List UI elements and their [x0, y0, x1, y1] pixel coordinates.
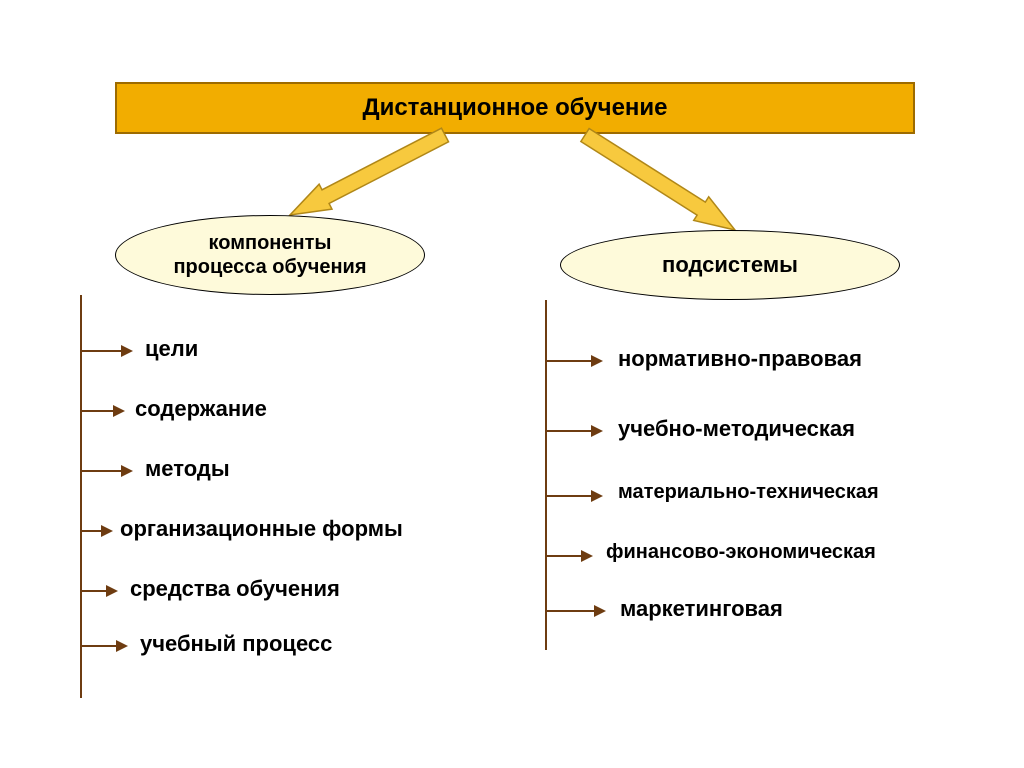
right-spine: [545, 300, 547, 650]
header-box: Дистанционное обучение: [115, 82, 915, 134]
header-label: Дистанционное обучение: [362, 94, 667, 122]
list-item: методы: [145, 456, 230, 482]
arrow-right: [581, 128, 735, 230]
list-arrow: [546, 610, 604, 612]
list-arrow: [546, 495, 601, 497]
list-arrow: [546, 360, 601, 362]
list-arrow: [546, 555, 591, 557]
list-arrow: [546, 430, 601, 432]
list-item: средства обучения: [130, 576, 340, 602]
ellipse-subsystems-label: подсистемы: [662, 252, 798, 278]
list-item: организационные формы: [120, 516, 403, 542]
list-item: материально-техническая: [618, 481, 879, 504]
list-arrow: [81, 530, 111, 532]
list-arrow: [81, 645, 126, 647]
ellipse-components-label: компонентыпроцесса обучения: [173, 231, 366, 279]
list-item: нормативно-правовая: [618, 346, 862, 372]
list-item: маркетинговая: [620, 596, 783, 622]
list-item: содержание: [135, 396, 267, 422]
list-item: учебный процесс: [140, 631, 332, 657]
list-item: финансово-экономическая: [606, 541, 876, 564]
list-item: учебно-методическая: [618, 416, 855, 442]
list-arrow: [81, 410, 123, 412]
left-spine: [80, 295, 82, 698]
list-arrow: [81, 590, 116, 592]
list-arrow: [81, 350, 131, 352]
list-item: цели: [145, 336, 198, 362]
list-arrow: [81, 470, 131, 472]
ellipse-subsystems: подсистемы: [560, 230, 900, 300]
arrow-left: [290, 128, 449, 215]
ellipse-components: компонентыпроцесса обучения: [115, 215, 425, 295]
